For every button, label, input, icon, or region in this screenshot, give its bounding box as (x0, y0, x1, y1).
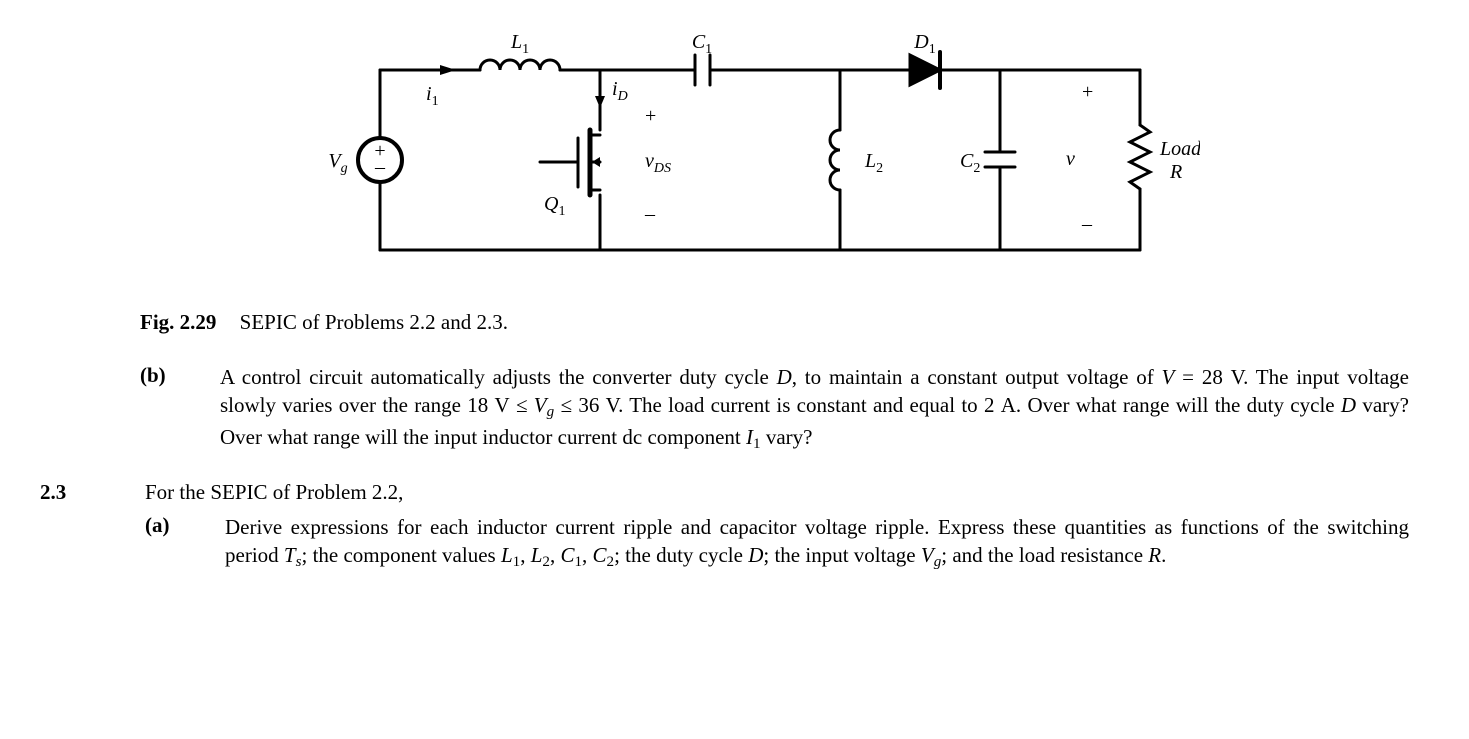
svg-text:Vg: Vg (328, 150, 347, 176)
problem-2-3-number: 2.3 (40, 480, 145, 573)
problem-b-block: (b) A control circuit automatically adju… (140, 363, 1429, 454)
svg-text:Load: Load (1159, 138, 1200, 160)
figure-number: Fig. 2.29 (140, 310, 216, 334)
svg-text:–: – (644, 203, 656, 225)
svg-text:iD: iD (612, 78, 628, 104)
part-a-text: Derive expressions for each inductor cur… (225, 513, 1429, 573)
svg-text:Q1: Q1 (544, 193, 565, 219)
svg-text:+: + (645, 105, 656, 127)
problem-2-3-block: 2.3 For the SEPIC of Problem 2.2, (a) De… (40, 480, 1429, 573)
svg-text:C2: C2 (960, 150, 980, 176)
problem-2-3-intro: For the SEPIC of Problem 2.2, (145, 480, 1429, 505)
svg-text:i1: i1 (426, 83, 439, 109)
part-b-text: A control circuit automatically adjusts … (220, 363, 1429, 454)
circuit-svg: + – L1 C1 D1 Vg i1 iD vDS + – Q1 L2 C2 v… (300, 30, 1200, 290)
svg-text:v: v (1066, 148, 1075, 170)
svg-text:D1: D1 (913, 31, 935, 57)
figure-caption-text: SEPIC of Problems 2.2 and 2.3. (240, 310, 508, 334)
svg-text:L1: L1 (510, 31, 529, 57)
Vg-max: 36 (578, 393, 599, 417)
svg-text:L2: L2 (864, 150, 883, 176)
Vg-min: 18 (467, 393, 488, 417)
svg-text:C1: C1 (692, 31, 712, 57)
I-load: 2 (984, 393, 995, 417)
svg-text:+: + (1082, 81, 1093, 103)
sepic-circuit-figure: + – L1 C1 D1 Vg i1 iD vDS + – Q1 L2 C2 v… (300, 30, 1429, 290)
part-a-label: (a) (145, 513, 225, 573)
part-b-label: (b) (140, 363, 220, 388)
figure-caption: Fig. 2.29 SEPIC of Problems 2.2 and 2.3. (140, 310, 1429, 335)
svg-text:R: R (1169, 161, 1182, 183)
svg-text:vDS: vDS (645, 150, 671, 176)
svg-text:–: – (1081, 213, 1093, 235)
svg-text:–: – (374, 156, 386, 178)
V-out-value: 28 (1202, 365, 1223, 389)
